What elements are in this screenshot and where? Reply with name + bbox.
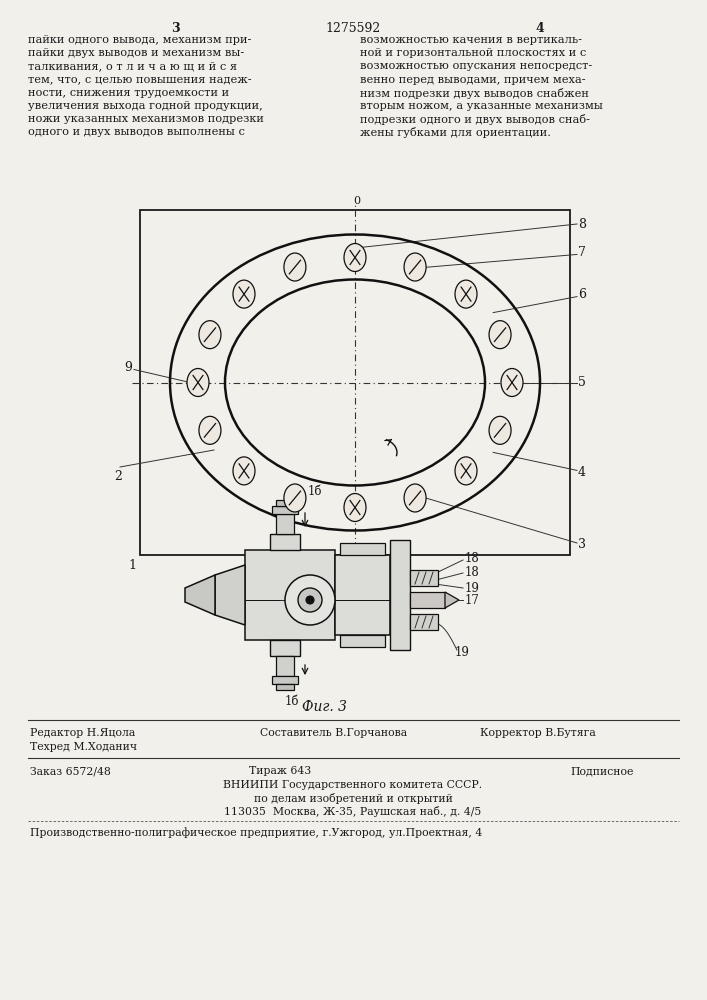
Text: одного и двух выводов выполнены с: одного и двух выводов выполнены с (28, 127, 245, 137)
Text: 4: 4 (578, 466, 586, 479)
Bar (276, 500, 294, 506)
Bar (272, 676, 298, 684)
Text: 18: 18 (465, 552, 480, 564)
Text: увеличения выхода годной продукции,: увеличения выхода годной продукции, (28, 101, 263, 111)
Text: Вид A: Вид A (332, 601, 378, 615)
Bar (410, 614, 438, 630)
Ellipse shape (199, 321, 221, 349)
Bar (340, 543, 385, 555)
Ellipse shape (404, 484, 426, 512)
Text: 1б: 1б (285, 695, 299, 708)
Ellipse shape (284, 253, 306, 281)
Text: Фиг. 3: Фиг. 3 (303, 700, 348, 714)
Text: 1б: 1б (308, 485, 322, 498)
Text: вторым ножом, а указанные механизмы: вторым ножом, а указанные механизмы (360, 101, 603, 111)
Text: тем, что, с целью повышения надеж-: тем, что, с целью повышения надеж- (28, 75, 252, 85)
Text: талкивания, о т л и ч а ю щ и й с я: талкивания, о т л и ч а ю щ и й с я (28, 61, 237, 71)
Bar (276, 514, 294, 534)
Text: Составитель В.Горчанова: Составитель В.Горчанова (260, 728, 407, 738)
Text: ной и горизонтальной плоскостях и с: ной и горизонтальной плоскостях и с (360, 48, 586, 58)
Text: Подписное: Подписное (570, 766, 633, 776)
Ellipse shape (187, 368, 209, 396)
Polygon shape (185, 575, 215, 615)
Text: 3: 3 (170, 22, 180, 35)
Text: 9: 9 (124, 361, 132, 374)
Text: низм подрезки двух выводов снабжен: низм подрезки двух выводов снабжен (360, 88, 589, 99)
Text: 113035  Москва, Ж-35, Раушская наб., д. 4/5: 113035 Москва, Ж-35, Раушская наб., д. 4… (224, 806, 481, 817)
Text: ВНИИПИ Государственного комитета СССР.: ВНИИПИ Государственного комитета СССР. (223, 780, 483, 790)
Bar (340, 635, 385, 647)
Text: Техред М.Ходанич: Техред М.Ходанич (30, 742, 137, 752)
Ellipse shape (489, 416, 511, 444)
Ellipse shape (455, 457, 477, 485)
Text: 1275592: 1275592 (325, 22, 380, 35)
Text: 5: 5 (578, 376, 586, 389)
Text: Тираж 643: Тираж 643 (249, 766, 311, 776)
Text: 1: 1 (128, 559, 136, 572)
Bar (335, 555, 390, 635)
Ellipse shape (489, 321, 511, 349)
Polygon shape (445, 592, 459, 608)
Text: 4: 4 (536, 22, 544, 35)
Bar (272, 506, 298, 514)
Bar (245, 550, 335, 640)
Text: пайки двух выводов и механизм вы-: пайки двух выводов и механизм вы- (28, 48, 244, 58)
Text: ности, снижения трудоемкости и: ности, снижения трудоемкости и (28, 88, 229, 98)
Ellipse shape (284, 484, 306, 512)
Ellipse shape (199, 416, 221, 444)
Text: по делам изобретений и открытий: по делам изобретений и открытий (254, 793, 452, 804)
Bar (410, 592, 445, 608)
Text: ножи указанных механизмов подрезки: ножи указанных механизмов подрезки (28, 114, 264, 124)
Polygon shape (215, 565, 245, 625)
Text: Корректор В.Бутяга: Корректор В.Бутяга (480, 728, 596, 738)
Circle shape (298, 588, 322, 612)
Bar (276, 684, 294, 690)
Text: подрезки одного и двух выводов снаб-: подрезки одного и двух выводов снаб- (360, 114, 590, 125)
Text: 17: 17 (465, 593, 480, 606)
Text: пайки одного вывода, механизм при-: пайки одного вывода, механизм при- (28, 35, 252, 45)
Text: Заказ 6572/48: Заказ 6572/48 (30, 766, 111, 776)
Bar (410, 570, 438, 586)
Text: 7: 7 (578, 246, 586, 259)
Text: 6: 6 (578, 288, 586, 301)
Text: 19: 19 (455, 646, 470, 658)
Bar (140, 210, 570, 555)
Text: Фиг. 1: Фиг. 1 (332, 573, 378, 587)
Bar (270, 640, 300, 656)
Text: 8: 8 (578, 219, 586, 232)
Ellipse shape (455, 280, 477, 308)
Bar (276, 656, 294, 676)
Ellipse shape (344, 243, 366, 271)
Ellipse shape (344, 493, 366, 522)
Ellipse shape (501, 368, 523, 396)
Text: возможностью опускания непосредст-: возможностью опускания непосредст- (360, 61, 592, 71)
Ellipse shape (233, 280, 255, 308)
Text: 0: 0 (354, 196, 361, 206)
Bar (270, 534, 300, 550)
Text: Редактор Н.Яцола: Редактор Н.Яцола (30, 728, 135, 738)
Bar (390, 540, 410, 650)
Text: жены губками для ориентации.: жены губками для ориентации. (360, 127, 551, 138)
Text: 19: 19 (465, 582, 480, 594)
Text: 18: 18 (465, 566, 480, 578)
Ellipse shape (233, 457, 255, 485)
Text: возможностью качения в вертикаль-: возможностью качения в вертикаль- (360, 35, 582, 45)
Text: венно перед выводами, причем меха-: венно перед выводами, причем меха- (360, 75, 585, 85)
Text: Производственно-полиграфическое предприятие, г.Ужгород, ул.Проектная, 4: Производственно-полиграфическое предприя… (30, 827, 482, 838)
Text: 3: 3 (578, 538, 586, 552)
Ellipse shape (404, 253, 426, 281)
Circle shape (285, 575, 335, 625)
Text: 2: 2 (114, 470, 122, 483)
Circle shape (306, 596, 314, 604)
